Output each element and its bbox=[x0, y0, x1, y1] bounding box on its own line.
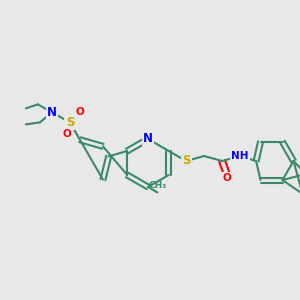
Text: CH₃: CH₃ bbox=[148, 182, 166, 190]
Text: S: S bbox=[182, 154, 190, 167]
Text: NH: NH bbox=[231, 151, 249, 161]
Text: O: O bbox=[76, 107, 84, 117]
Text: S: S bbox=[66, 116, 74, 129]
Text: O: O bbox=[62, 129, 71, 140]
Text: N: N bbox=[47, 106, 57, 119]
Text: O: O bbox=[223, 173, 232, 183]
Text: N: N bbox=[143, 133, 153, 146]
